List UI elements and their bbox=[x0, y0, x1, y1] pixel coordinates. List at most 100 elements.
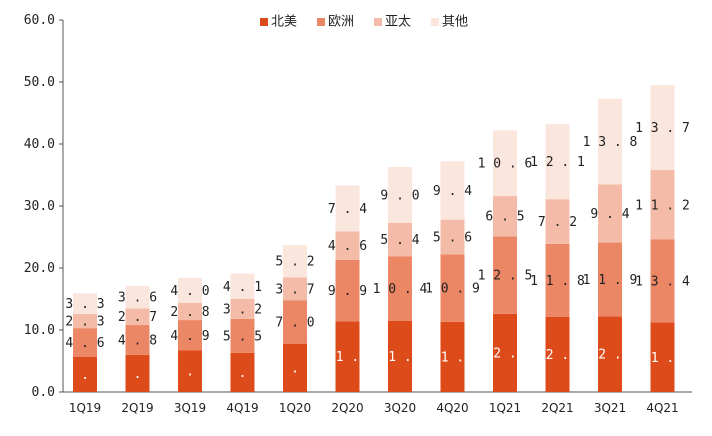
bar-segment bbox=[178, 277, 202, 303]
data-label: 6 . 7 bbox=[170, 365, 209, 380]
data-label: 1 1 . 9 bbox=[583, 273, 638, 288]
bar-segment bbox=[545, 199, 570, 244]
bar-segment bbox=[283, 300, 307, 344]
data-label: 2 . 7 bbox=[118, 310, 157, 325]
bar-segment bbox=[545, 316, 570, 392]
bar-segment bbox=[388, 222, 412, 257]
data-label: 3 . 3 bbox=[65, 297, 104, 312]
x-tick-label: 2Q20 bbox=[331, 401, 363, 415]
legend-label: 其他 bbox=[442, 15, 468, 30]
bar-segment bbox=[230, 273, 255, 299]
x-tick-label: 1Q19 bbox=[69, 401, 101, 415]
bar-segment bbox=[178, 302, 202, 321]
data-label: 7 . 8 bbox=[275, 361, 314, 376]
data-label: 6 . 5 bbox=[485, 210, 524, 225]
bar-segment bbox=[598, 184, 622, 243]
bar-segment bbox=[73, 293, 97, 314]
x-tick-label: 3Q19 bbox=[174, 401, 206, 415]
bar-segment bbox=[493, 196, 517, 237]
legend-swatch bbox=[260, 18, 268, 26]
data-label: 3 . 6 bbox=[118, 291, 157, 306]
data-label: 9 . 4 bbox=[590, 207, 629, 222]
data-label: 1 1 . 5 bbox=[373, 350, 428, 365]
bar-segment bbox=[230, 299, 255, 319]
bar-segment bbox=[440, 321, 465, 392]
data-label: 1 2 . 5 bbox=[478, 269, 533, 284]
bar-segment bbox=[388, 320, 412, 392]
bar-segment bbox=[440, 219, 465, 255]
data-label: 4 . 8 bbox=[118, 333, 157, 348]
data-label: 2 . 8 bbox=[170, 305, 209, 320]
bar-segment bbox=[283, 277, 307, 301]
legend-label: 亚太 bbox=[385, 15, 411, 30]
bar-segment bbox=[335, 259, 360, 322]
bar-segment bbox=[598, 242, 622, 317]
y-tick-label: 20.0 bbox=[24, 261, 55, 276]
y-tick-label: 10.0 bbox=[24, 323, 55, 338]
data-label: 9 . 0 bbox=[380, 188, 419, 203]
bars: 5 . 7 4 . 6 2 . 3 3 . 3 6 . 0 4 . 8 2 . 7 3 . 6… bbox=[65, 85, 690, 392]
x-tick-label: 1Q20 bbox=[279, 401, 311, 415]
legend-swatch bbox=[317, 18, 325, 26]
y-tick-label: 40.0 bbox=[24, 137, 55, 152]
data-label: 9 . 4 bbox=[433, 184, 472, 199]
data-label: 1 0 . 9 bbox=[425, 282, 480, 297]
x-tick-label: 2Q21 bbox=[541, 401, 573, 415]
bar-segment bbox=[388, 166, 412, 223]
y-axis: 0.0 10.0 20.0 30.0 40.0 50.0 60.0 bbox=[24, 13, 64, 400]
x-tick-label: 4Q21 bbox=[646, 401, 678, 415]
bar-segment bbox=[440, 161, 465, 220]
legend-label: 欧洲 bbox=[328, 15, 354, 30]
data-label: 5 . 5 bbox=[223, 329, 262, 344]
y-tick-label: 60.0 bbox=[24, 13, 55, 28]
data-label: 5 . 4 bbox=[380, 233, 419, 248]
data-label: 5 . 7 bbox=[65, 368, 104, 383]
data-label: 5 . 2 bbox=[275, 255, 314, 270]
bar-segment bbox=[388, 256, 412, 321]
y-tick-label: 0.0 bbox=[32, 385, 55, 400]
data-label: 9 . 9 bbox=[328, 284, 367, 299]
data-label: 5 . 6 bbox=[433, 231, 472, 246]
bar-segment bbox=[73, 328, 97, 357]
bar-segment bbox=[125, 325, 150, 355]
data-label: 1 1 . 2 bbox=[635, 198, 690, 213]
data-label: 3 . 7 bbox=[275, 282, 314, 297]
bar-segment bbox=[230, 352, 255, 392]
data-label: 7 . 0 bbox=[275, 315, 314, 330]
x-tick-label: 3Q20 bbox=[384, 401, 416, 415]
bar-segment bbox=[545, 124, 570, 200]
x-tick-label: 4Q19 bbox=[226, 401, 258, 415]
legend-swatch bbox=[431, 18, 439, 26]
data-label: 6 . 3 bbox=[223, 366, 262, 381]
bar-segment bbox=[650, 85, 675, 171]
data-label: 1 1 . 3 bbox=[425, 350, 480, 365]
bar-segment bbox=[125, 308, 150, 326]
legend-label: 北美 bbox=[271, 15, 297, 30]
legend: 北美 欧洲 亚太 其他 bbox=[260, 15, 468, 30]
data-label: 1 2 . 1 bbox=[530, 348, 585, 363]
x-tick-label: 4Q20 bbox=[436, 401, 468, 415]
data-label: 6 . 0 bbox=[118, 367, 157, 382]
bar-segment bbox=[178, 320, 202, 351]
data-label: 1 3 . 4 bbox=[635, 275, 690, 290]
bar-segment bbox=[178, 350, 202, 392]
x-tick-label: 2Q19 bbox=[121, 401, 153, 415]
data-label: 4 . 0 bbox=[170, 284, 209, 299]
data-label: 1 2 . 2 bbox=[583, 348, 638, 363]
data-label: 4 . 1 bbox=[223, 280, 262, 295]
bar-segment bbox=[335, 231, 360, 260]
data-label: 1 3 . 7 bbox=[635, 121, 690, 136]
data-label: 1 0 . 4 bbox=[373, 282, 428, 297]
bar-segment bbox=[650, 322, 675, 392]
bar-segment bbox=[440, 254, 465, 322]
bar-segment bbox=[125, 354, 150, 392]
data-label: 4 . 6 bbox=[328, 239, 367, 254]
data-label: 1 3 . 8 bbox=[583, 135, 638, 150]
bar-segment bbox=[125, 285, 150, 309]
data-label: 1 1 . 4 bbox=[320, 350, 375, 365]
data-label: 2 . 3 bbox=[65, 315, 104, 330]
bar-segment bbox=[493, 313, 517, 392]
data-label: 1 2 . 1 bbox=[530, 155, 585, 170]
bar-segment bbox=[230, 318, 255, 353]
